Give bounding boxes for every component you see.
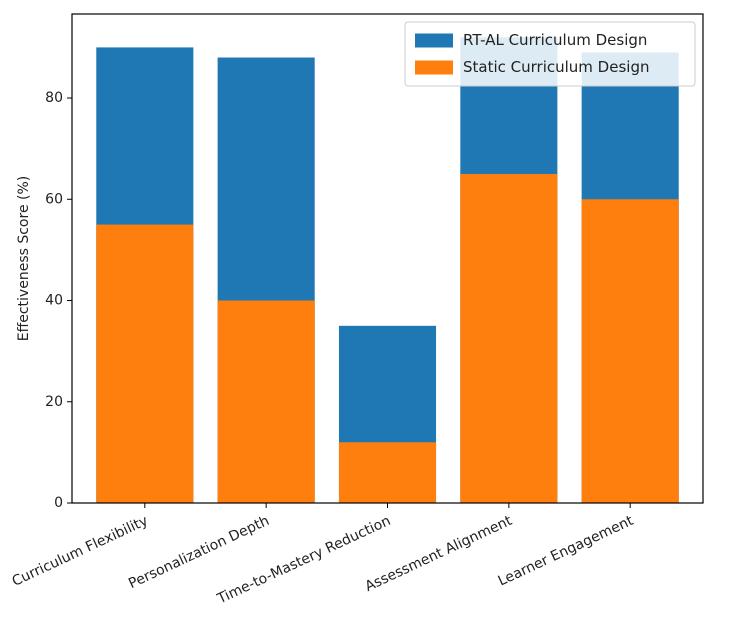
legend-label-2: Static Curriculum Design <box>463 58 649 76</box>
bar-series-2-category-3 <box>338 442 437 503</box>
y-axis-title: Effectiveness Score (%) <box>16 176 32 342</box>
bar-series-2-category-1 <box>96 224 194 503</box>
bar-series-2-category-5 <box>581 199 679 503</box>
bar-series-2-category-2 <box>217 300 315 503</box>
bars-layer <box>96 37 679 503</box>
y-tick-label-1: 0 <box>54 495 63 511</box>
y-tick-label-4: 60 <box>45 191 63 207</box>
y-tick-label-2: 20 <box>45 394 63 410</box>
x-tick-label-5: Learner Engagement <box>496 513 637 590</box>
legend: RT-AL Curriculum Design Static Curriculum… <box>404 21 696 87</box>
legend-label-1: RT-AL Curriculum Design <box>463 31 647 49</box>
y-tick-label-3: 40 <box>45 293 63 309</box>
y-tick-label-5: 80 <box>45 90 63 106</box>
legend-swatch-2 <box>415 60 453 75</box>
bar-series-2-category-4 <box>460 173 558 503</box>
y-axis: 0 20 40 60 80 <box>45 90 72 511</box>
legend-box <box>404 21 696 87</box>
legend-swatch-1 <box>415 33 453 48</box>
